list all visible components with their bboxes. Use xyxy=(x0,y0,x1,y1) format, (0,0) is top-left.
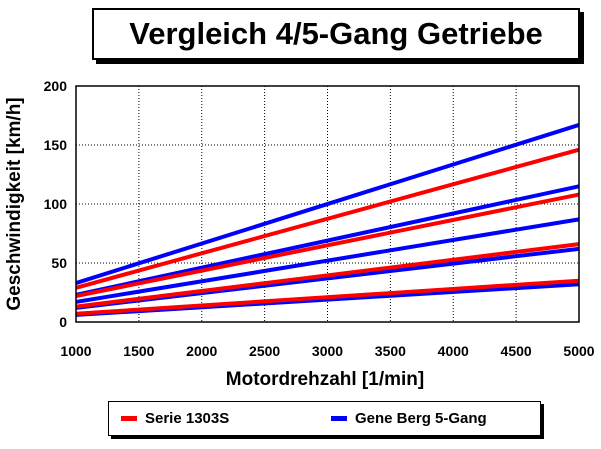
x-tick-label: 4500 xyxy=(501,343,532,359)
legend-item-serie: Serie 1303S xyxy=(121,410,229,427)
y-axis-label: Geschwindigkeit [km/h] xyxy=(4,97,25,310)
tick-labels: 1000 1500 2000 2500 3000 3500 4000 4500 5000 0 50 1… xyxy=(44,78,595,359)
x-tick-label: 3500 xyxy=(375,343,406,359)
x-tick-label: 4000 xyxy=(438,343,469,359)
y-tick-label: 150 xyxy=(44,137,68,153)
x-axis-label: Motordrehzahl [1/min] xyxy=(226,369,424,390)
y-tick-label: 200 xyxy=(44,78,68,94)
serie-1303s-gear-4-line xyxy=(75,147,580,290)
legend-label-geneberg: Gene Berg 5-Gang xyxy=(355,410,487,427)
y-tick-label: 50 xyxy=(51,255,67,271)
gene-berg-gear-3-line xyxy=(75,217,580,304)
x-tick-label: 2500 xyxy=(249,343,280,359)
legend-swatch-serie xyxy=(121,416,137,421)
x-tick-label: 1000 xyxy=(60,343,91,359)
x-tick-label: 1500 xyxy=(123,343,154,359)
chart-title: Vergleich 4/5-Gang Getriebe xyxy=(129,16,543,51)
x-tick-label: 2000 xyxy=(186,343,217,359)
serie-1303s-gear-3-line xyxy=(75,192,580,299)
legend-label-serie: Serie 1303S xyxy=(145,410,230,427)
y-tick-label: 0 xyxy=(59,314,67,330)
legend: Serie 1303S Gene Berg 5-Gang xyxy=(108,401,541,436)
chart-title-box: Vergleich 4/5-Gang Getriebe xyxy=(92,8,580,60)
legend-item-geneberg: Gene Berg 5-Gang xyxy=(331,410,487,427)
legend-swatch-geneberg xyxy=(331,416,347,421)
gene-berg-gear-4-line xyxy=(75,184,580,297)
gene-berg-gear-5-line xyxy=(75,123,580,285)
serie-1303s-gear-1-line xyxy=(75,278,580,316)
serie-1303s-gear-2-line xyxy=(75,242,580,309)
x-tick-label: 5000 xyxy=(563,343,594,359)
y-tick-label: 100 xyxy=(44,196,68,212)
plot-area xyxy=(75,85,580,323)
x-tick-label: 3000 xyxy=(312,343,343,359)
series-lines xyxy=(75,123,580,317)
